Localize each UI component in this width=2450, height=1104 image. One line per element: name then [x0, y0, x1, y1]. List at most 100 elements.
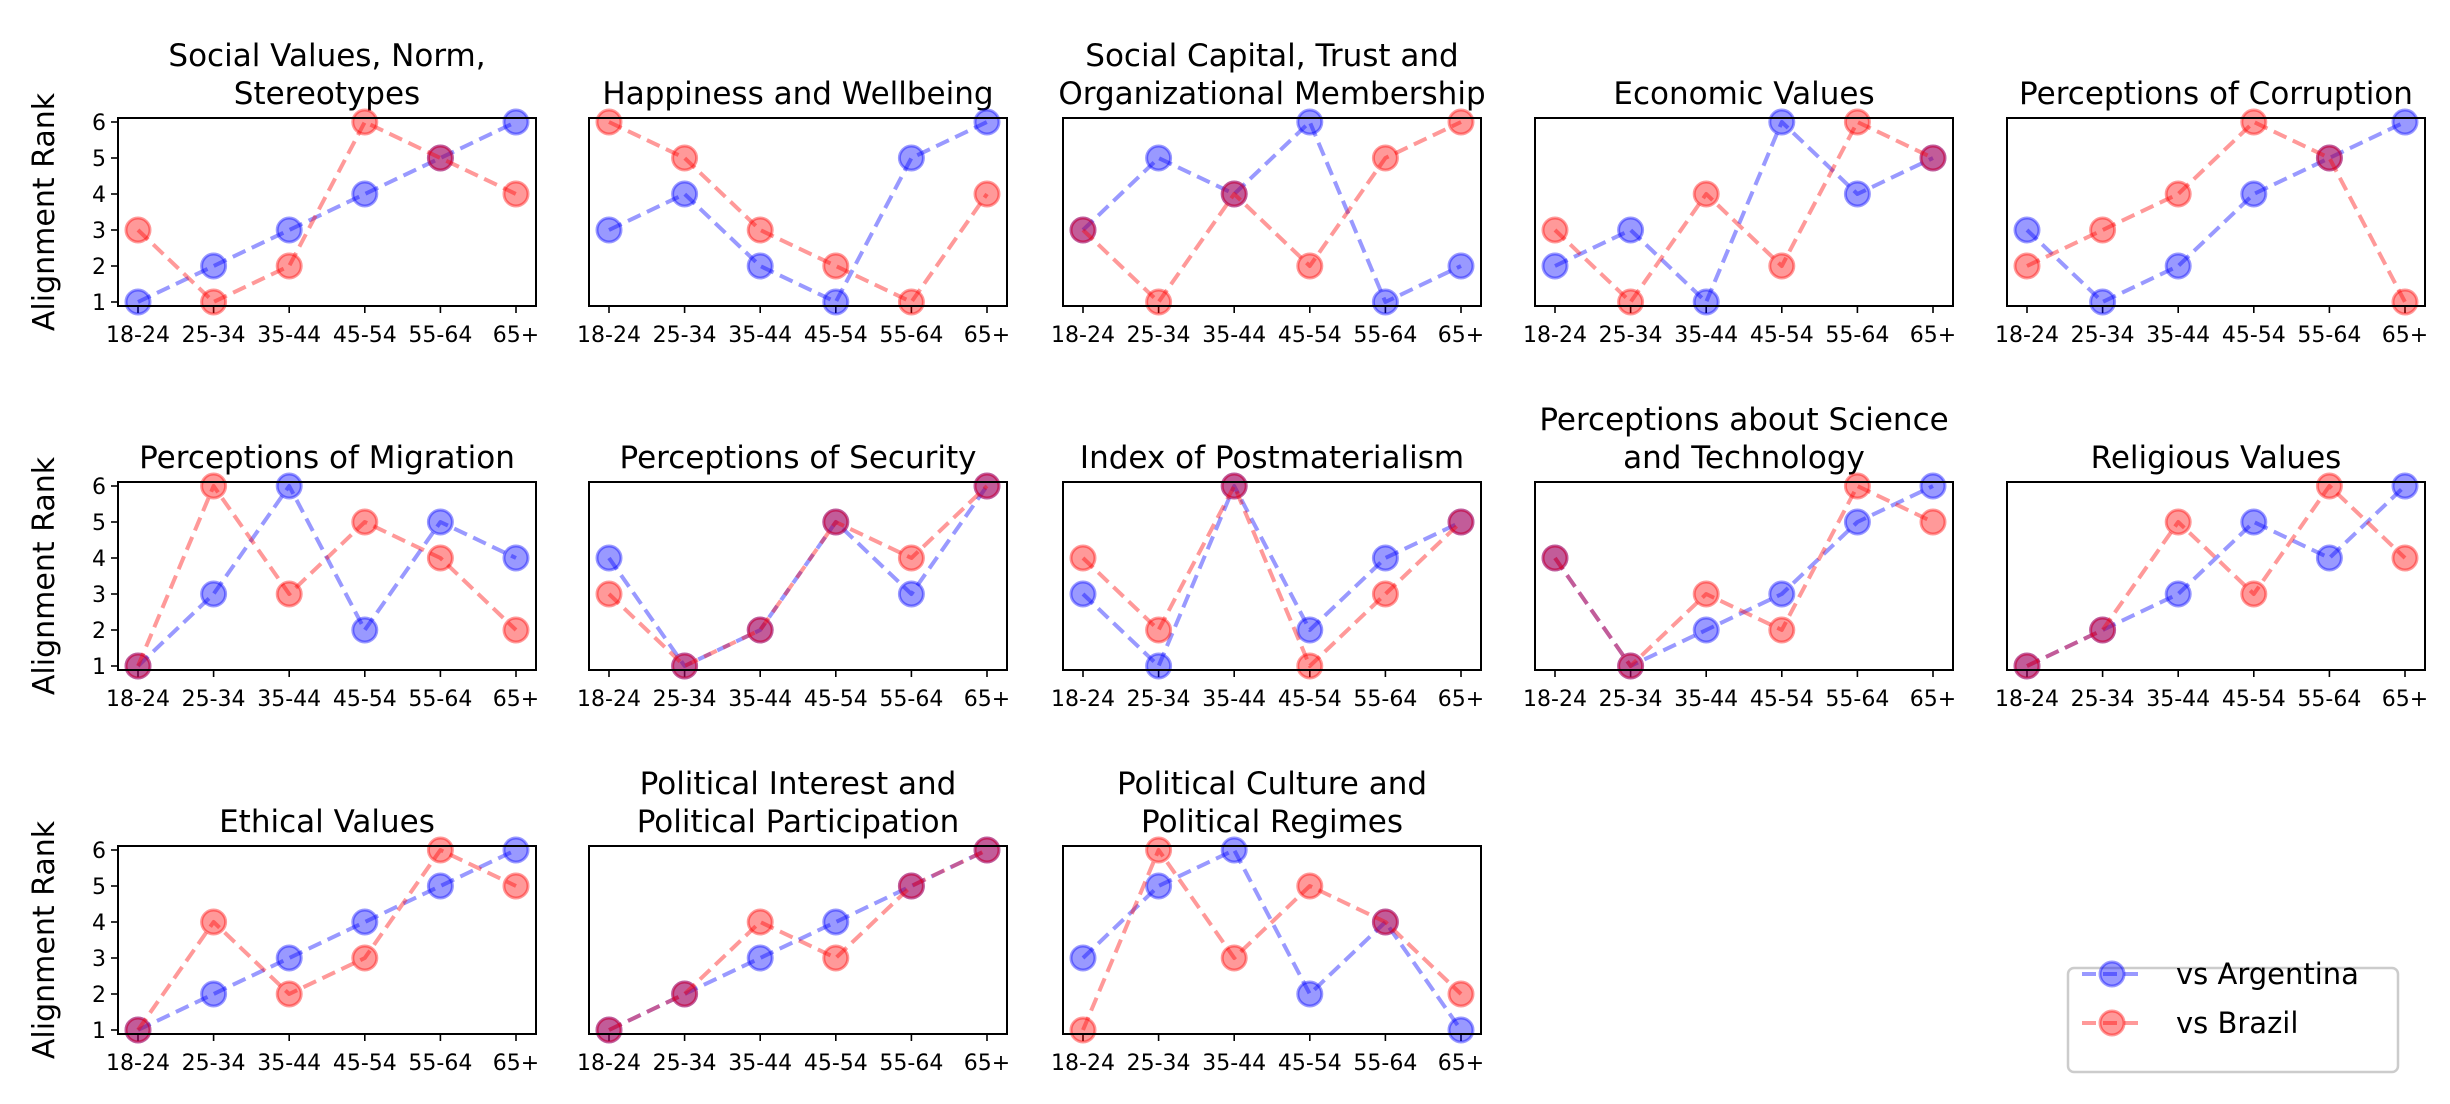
panel-economic-values: Economic Values 18-24 25-34 35-44 45-54 55-64… — [1523, 76, 1956, 348]
point-argentina-45-54 — [351, 908, 379, 936]
x-tick-label: 25-34 — [182, 687, 246, 712]
y-tick-label: 5 — [92, 875, 106, 900]
point-argentina-18-24 — [124, 288, 152, 316]
y-tick-label: 1 — [92, 655, 106, 680]
x-tick-label: 35-44 — [2146, 323, 2210, 348]
x-tick-label: 18-24 — [1523, 323, 1587, 348]
x-tick-label: 18-24 — [1051, 1051, 1115, 1076]
panel-happiness-and-wellbeing: Happiness and Wellbeing 18-24 25-34 35-44 45… — [577, 76, 1010, 348]
point-brazil-55-64 — [1371, 144, 1399, 172]
point-brazil-25-34 — [1145, 616, 1173, 644]
x-tick-label: 55-64 — [1825, 687, 1889, 712]
x-tick-label: 18-24 — [1995, 323, 2059, 348]
point-brazil-45-54 — [1768, 616, 1796, 644]
axes-frame — [117, 117, 537, 307]
legend-entry-brazil[interactable]: vs Brazil — [2082, 1006, 2298, 1040]
point-brazil-65 — [2391, 288, 2419, 316]
x-tick-label: 35-44 — [2146, 687, 2210, 712]
panel-title: Political Culture and Political Regimes — [1117, 766, 1427, 840]
legend-entry-argentina[interactable]: vs Argentina — [2082, 957, 2359, 991]
x-tick-label: 65+ — [493, 687, 539, 712]
x-tick-label: 25-34 — [1127, 687, 1191, 712]
point-brazil-25-34 — [1145, 836, 1173, 864]
panel-title: Political Interest and Political Particip… — [637, 766, 960, 840]
point-argentina-65 — [2391, 472, 2419, 500]
y-tick-label: 2 — [92, 255, 106, 280]
y-tick-label: 3 — [92, 583, 106, 608]
axes-frame — [1534, 481, 1954, 671]
panel-title: Perceptions about Science and Technology — [1539, 402, 1948, 476]
x-tick-label: 55-64 — [879, 323, 943, 348]
point-brazil-18-24 — [1069, 544, 1097, 572]
x-tick-label: 45-54 — [1750, 323, 1814, 348]
x-tick-label: 35-44 — [1202, 1051, 1266, 1076]
point-argentina-55-64 — [1371, 288, 1399, 316]
x-tick-label: 65+ — [2382, 687, 2428, 712]
point-argentina-55-64 — [1371, 908, 1399, 936]
x-tick-label: 35-44 — [728, 323, 792, 348]
point-brazil-65 — [973, 180, 1001, 208]
point-argentina-25-34 — [671, 980, 699, 1008]
point-brazil-25-34 — [200, 908, 228, 936]
point-brazil-18-24 — [124, 652, 152, 680]
point-argentina-65 — [1447, 1016, 1475, 1044]
x-tick-label: 35-44 — [1674, 323, 1738, 348]
point-argentina-25-34 — [671, 652, 699, 680]
point-brazil-45-54 — [822, 252, 850, 280]
point-argentina-25-34 — [200, 580, 228, 608]
panel-index-of-postmaterialism: Index of Postmaterialism 18-24 25-34 35-44 4… — [1051, 440, 1484, 712]
point-brazil-55-64 — [1843, 108, 1871, 136]
point-brazil-25-34 — [671, 980, 699, 1008]
x-tick-label: 25-34 — [1127, 1051, 1191, 1076]
x-tick-label: 65+ — [1438, 1051, 1484, 1076]
point-argentina-65 — [502, 836, 530, 864]
point-argentina-25-34 — [200, 252, 228, 280]
point-argentina-55-64 — [426, 144, 454, 172]
point-brazil-18-24 — [1541, 216, 1569, 244]
point-argentina-35-44 — [746, 252, 774, 280]
x-tick-label: 18-24 — [577, 1051, 641, 1076]
point-argentina-45-54 — [351, 616, 379, 644]
axes-frame — [1534, 117, 1954, 307]
panel-title: Economic Values — [1613, 76, 1874, 112]
point-argentina-18-24 — [1069, 580, 1097, 608]
x-tick-label: 55-64 — [879, 1051, 943, 1076]
point-brazil-65 — [1919, 508, 1947, 536]
axes-frame — [2006, 117, 2426, 307]
point-brazil-65 — [973, 472, 1001, 500]
x-tick-label: 25-34 — [1127, 323, 1191, 348]
x-tick-label: 35-44 — [257, 687, 321, 712]
x-tick-label: 18-24 — [1995, 687, 2059, 712]
point-brazil-18-24 — [2013, 652, 2041, 680]
x-tick-label: 18-24 — [577, 687, 641, 712]
point-argentina-35-44 — [275, 472, 303, 500]
point-argentina-35-44 — [746, 944, 774, 972]
axes-frame — [117, 845, 537, 1035]
series-line-brazil — [607, 484, 989, 668]
x-tick-label: 18-24 — [106, 323, 170, 348]
point-argentina-65 — [502, 544, 530, 572]
point-brazil-65 — [1919, 144, 1947, 172]
point-argentina-18-24 — [124, 1016, 152, 1044]
y-tick-label: 4 — [92, 547, 106, 572]
panel-political-culture-and-political-regimes: Political Culture and Political Regimes 18… — [1051, 766, 1484, 1076]
series-line-argentina — [1081, 848, 1463, 1032]
x-tick-label: 35-44 — [257, 1051, 321, 1076]
x-tick-label: 55-64 — [408, 323, 472, 348]
panel-title: Social Values, Norm, Stereotypes — [168, 38, 485, 112]
point-argentina-18-24 — [1069, 216, 1097, 244]
point-brazil-45-54 — [1296, 652, 1324, 680]
point-brazil-55-64 — [426, 836, 454, 864]
point-brazil-55-64 — [1371, 580, 1399, 608]
series-line-argentina — [1081, 484, 1462, 668]
point-brazil-35-44 — [746, 616, 774, 644]
point-argentina-25-34 — [1145, 872, 1173, 900]
x-tick-label: 18-24 — [1051, 323, 1115, 348]
point-brazil-45-54 — [822, 944, 850, 972]
series-line-argentina — [137, 120, 517, 304]
point-brazil-25-34 — [1145, 288, 1173, 316]
point-argentina-35-44 — [275, 944, 303, 972]
x-tick-label: 18-24 — [1523, 687, 1587, 712]
x-tick-label: 45-54 — [804, 1051, 868, 1076]
